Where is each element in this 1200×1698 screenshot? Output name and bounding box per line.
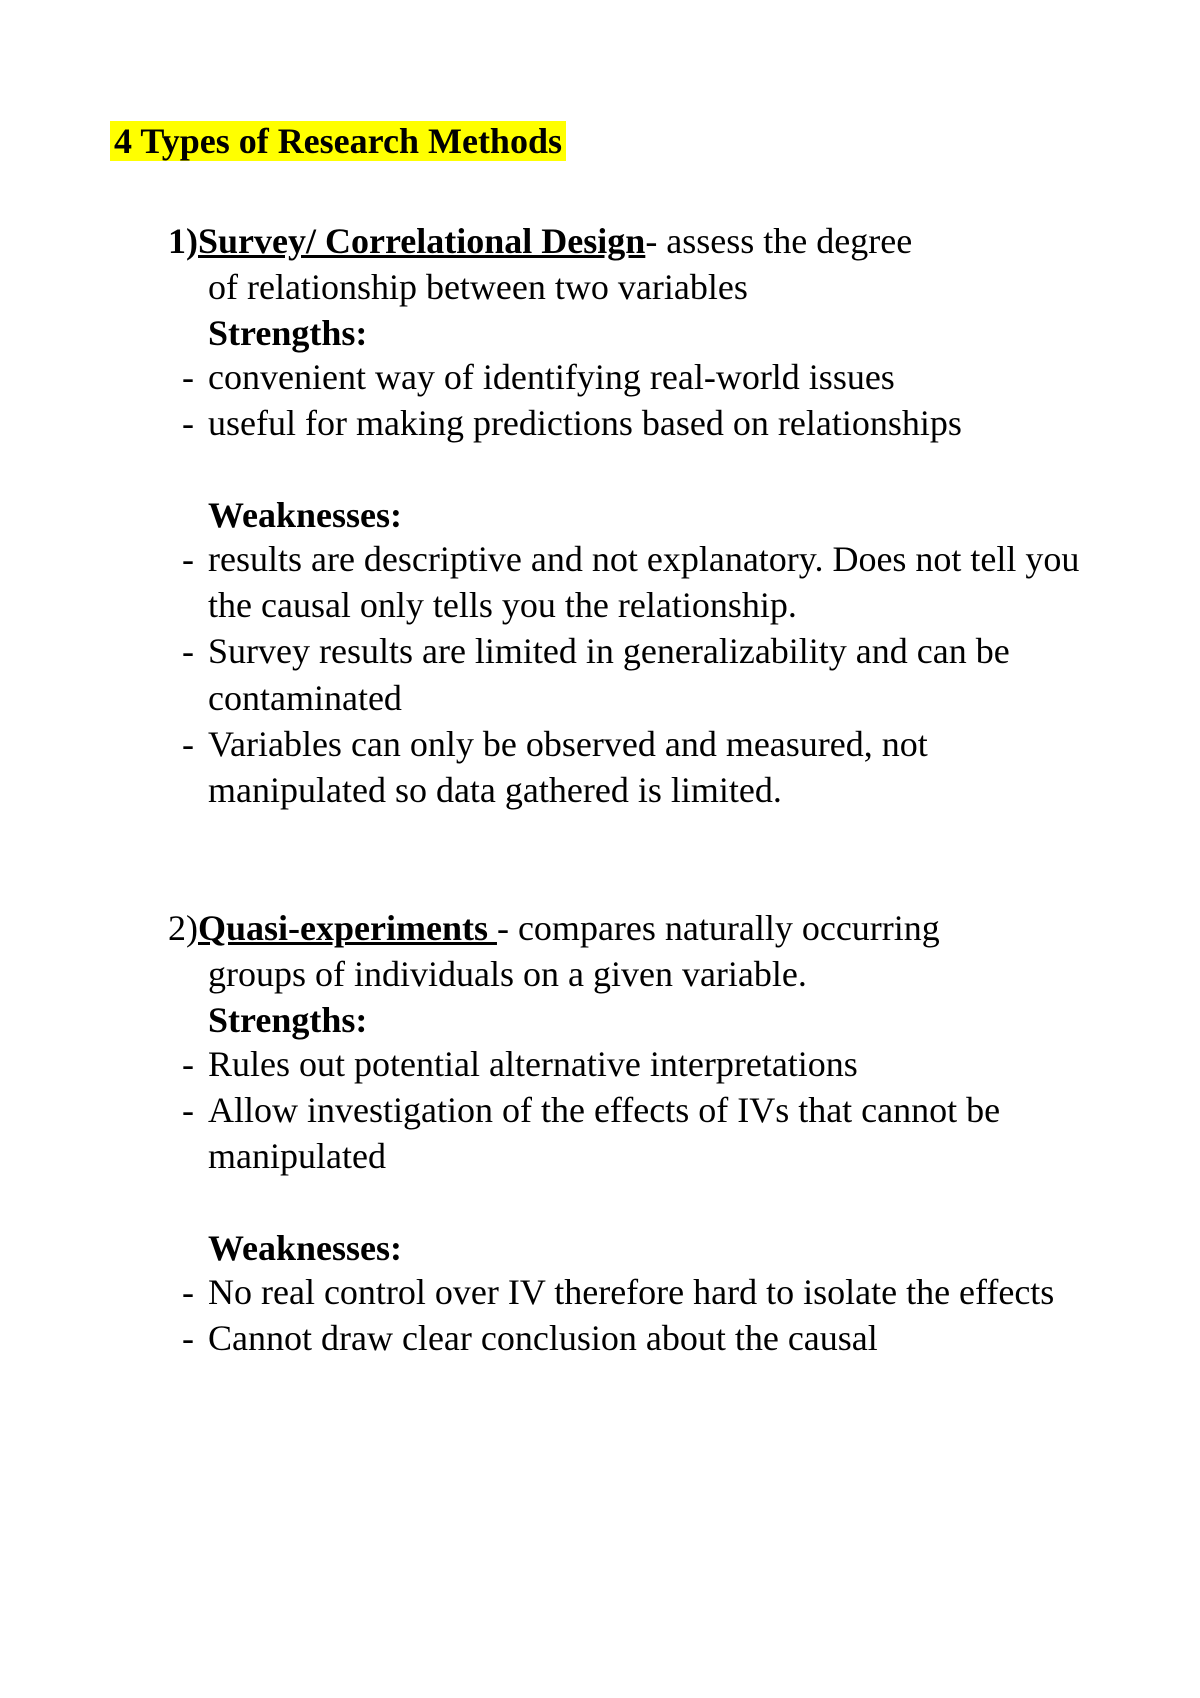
method-2-desc-part2: groups of individuals on a given variabl…	[168, 951, 1090, 997]
method-2-number: 2)	[168, 908, 198, 948]
list-item: results are descriptive and not explanat…	[168, 536, 1090, 628]
page-title: 4 Types of Research Methods	[110, 121, 566, 161]
method-1-heading: 1)Survey/ Correlational Design- assess t…	[168, 218, 1090, 264]
list-item: No real control over IV therefore hard t…	[168, 1269, 1090, 1315]
list-item: Survey results are limited in generaliza…	[168, 628, 1090, 720]
method-2: 2)Quasi-experiments - compares naturally…	[168, 905, 1090, 1362]
method-1-desc-part2: of relationship between two variables	[168, 264, 1090, 310]
list-item: Allow investigation of the effects of IV…	[168, 1087, 1090, 1179]
method-1-weaknesses-label: Weaknesses:	[168, 494, 1090, 536]
method-1-desc-part1: - assess the degree	[645, 221, 912, 261]
list-item: useful for making predictions based on r…	[168, 400, 1090, 446]
method-2-desc-part1: - compares naturally occurring	[497, 908, 940, 948]
method-2-title: Quasi-experiments	[198, 908, 497, 948]
method-1-title: Survey/ Correlational Design	[198, 221, 645, 261]
method-1-strengths-label: Strengths:	[168, 312, 1090, 354]
method-1-number: 1)	[168, 221, 198, 261]
list-item: Cannot draw clear conclusion about the c…	[168, 1315, 1090, 1361]
list-item: Rules out potential alternative interpre…	[168, 1041, 1090, 1087]
method-1-strengths-list: convenient way of identifying real-world…	[168, 354, 1090, 446]
document-page: 4 Types of Research Methods 1)Survey/ Co…	[110, 120, 1090, 1361]
list-item: Variables can only be observed and measu…	[168, 721, 1090, 813]
method-2-strengths-list: Rules out potential alternative interpre…	[168, 1041, 1090, 1179]
method-2-strengths-label: Strengths:	[168, 999, 1090, 1041]
method-2-weaknesses-label: Weaknesses:	[168, 1227, 1090, 1269]
list-item: convenient way of identifying real-world…	[168, 354, 1090, 400]
method-1: 1)Survey/ Correlational Design- assess t…	[168, 218, 1090, 813]
method-1-weaknesses-list: results are descriptive and not explanat…	[168, 536, 1090, 812]
method-2-weaknesses-list: No real control over IV therefore hard t…	[168, 1269, 1090, 1361]
document-content: 1)Survey/ Correlational Design- assess t…	[110, 218, 1090, 1361]
method-2-heading: 2)Quasi-experiments - compares naturally…	[168, 905, 1090, 951]
